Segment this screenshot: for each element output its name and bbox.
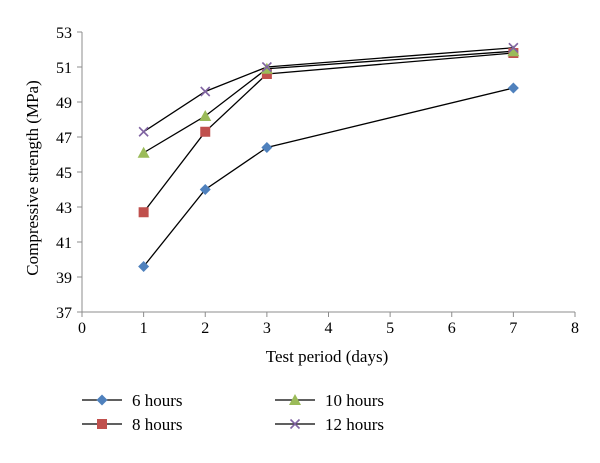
- legend-marker: [289, 418, 301, 430]
- x-marker-stroke: [138, 126, 149, 137]
- data-point: [199, 184, 211, 195]
- data-point: [199, 110, 212, 121]
- legend-marker: [97, 419, 107, 429]
- series-line-3: [143, 47, 514, 133]
- legend-label: 12 hours: [325, 415, 384, 434]
- data-point: [261, 61, 272, 73]
- y-tick-label: 49: [56, 95, 72, 112]
- data-point: [507, 45, 520, 57]
- x-tick-label: 0: [78, 320, 86, 337]
- data-point: [200, 126, 211, 137]
- series-line-2: [143, 50, 514, 154]
- x-marker-stroke: [289, 418, 301, 430]
- legend-label: 8 hours: [132, 415, 183, 434]
- x-tick-label: 7: [509, 320, 517, 337]
- x-tick-label: 5: [386, 320, 394, 337]
- x-tick-label: 1: [140, 320, 148, 337]
- x-marker-stroke: [200, 86, 211, 97]
- y-tick-label: 51: [56, 60, 72, 77]
- x-marker-stroke: [261, 61, 272, 73]
- x-tick-label: 2: [201, 320, 209, 337]
- legend-marker: [289, 394, 301, 405]
- data-point: [508, 42, 519, 53]
- y-tick-label: 43: [56, 200, 72, 217]
- series-line-1: [143, 52, 514, 213]
- data-point: [138, 126, 149, 137]
- legend-marker: [96, 394, 108, 406]
- series-markers: [137, 42, 520, 272]
- y-tick-label: 41: [56, 235, 72, 252]
- series-lines: [143, 47, 514, 267]
- legend-item: 6 hours: [82, 391, 183, 410]
- y-tick-label: 37: [56, 305, 72, 322]
- data-point: [261, 69, 272, 79]
- y-axis-title: Compressive strength (MPa): [23, 80, 42, 275]
- data-point: [138, 261, 150, 272]
- x-tick-label: 3: [263, 320, 271, 337]
- series-line-0: [143, 87, 514, 267]
- legend-label: 10 hours: [325, 391, 384, 410]
- data-point: [138, 207, 149, 218]
- y-tick-label: 45: [56, 165, 72, 182]
- legend-item: 10 hours: [275, 391, 384, 410]
- legend-item: 8 hours: [82, 415, 183, 434]
- x-axis-title: Test period (days): [266, 347, 389, 366]
- data-point: [507, 82, 519, 94]
- y-tick-label: 47: [56, 130, 72, 147]
- x-tick-label: 4: [325, 320, 333, 337]
- legend: 6 hours 8 hours 10 hours 12 hours: [82, 391, 384, 434]
- data-point: [200, 86, 211, 97]
- data-point: [137, 146, 150, 158]
- x-tick-label: 6: [448, 320, 456, 337]
- x-tick-label: 8: [571, 320, 579, 337]
- data-point: [261, 142, 273, 153]
- y-tick-label: 39: [56, 270, 72, 287]
- legend-item: 12 hours: [275, 415, 384, 434]
- x-marker-stroke: [508, 42, 519, 53]
- legend-label: 6 hours: [132, 391, 183, 410]
- y-tick-label: 53: [56, 25, 72, 42]
